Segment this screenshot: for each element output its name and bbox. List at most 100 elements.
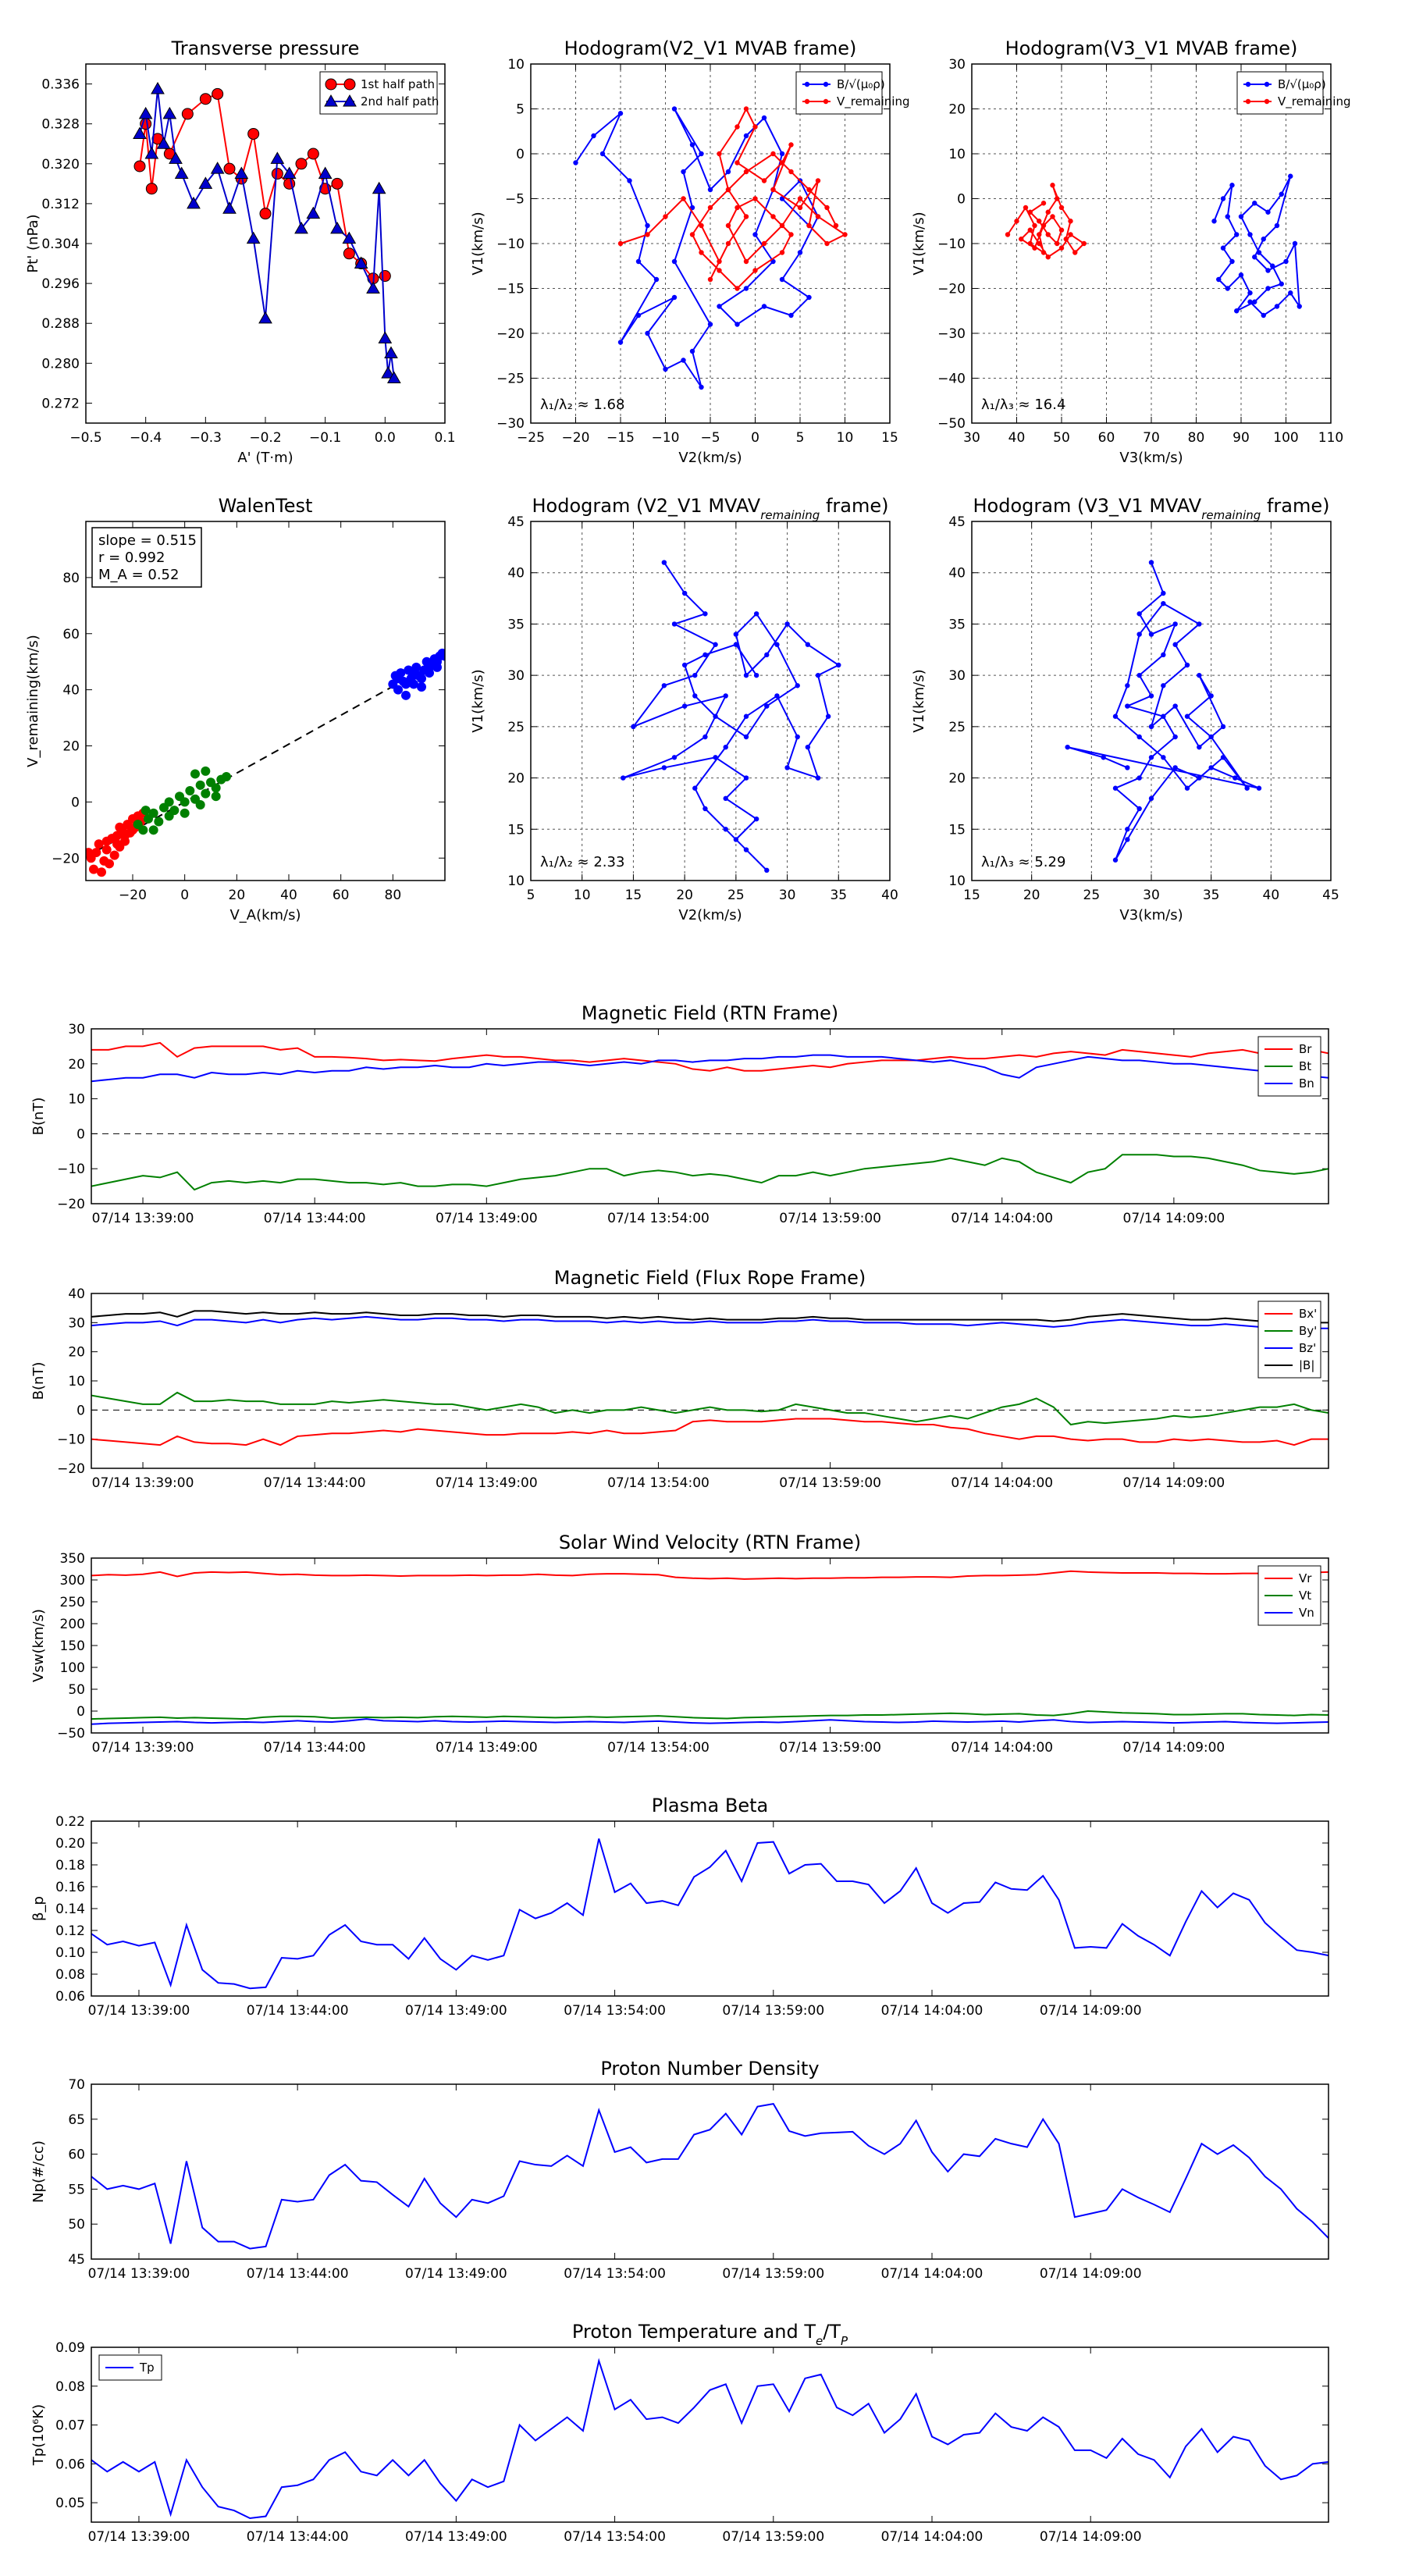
data-point — [713, 713, 718, 719]
legend: Bx' By' Bz' |B| — [1257, 1300, 1321, 1379]
y-tick-label: 0.312 — [41, 197, 80, 212]
x-tick-label: 60 — [1098, 430, 1115, 446]
scatter-point — [109, 850, 119, 860]
data-point — [1172, 642, 1178, 647]
title-middle: /T — [823, 2321, 841, 2343]
data-point — [1184, 713, 1190, 719]
data-point — [1037, 219, 1042, 224]
data-point — [1283, 258, 1289, 265]
data-point — [753, 611, 759, 617]
y-axis-label: Np(#/cc) — [30, 2140, 47, 2203]
data-point — [1161, 713, 1166, 719]
y-tick-label: 0 — [76, 1704, 85, 1720]
series-line-2nd half path — [139, 88, 395, 379]
series-line-Bt — [91, 1154, 1329, 1191]
y-tick-label: 100 — [60, 1660, 85, 1676]
y-tick-label: −10 — [937, 237, 966, 252]
data-point — [621, 775, 626, 781]
data-point — [631, 724, 636, 730]
data-point — [1232, 775, 1238, 781]
data-point — [1220, 196, 1226, 201]
plot-frame — [91, 1293, 1329, 1469]
scatter-point — [120, 831, 130, 841]
data-point — [1244, 785, 1250, 791]
data-point — [1265, 209, 1271, 215]
data-point — [591, 133, 596, 139]
y-tick-label: 5 — [516, 102, 525, 118]
scatter-point — [94, 839, 104, 849]
y-tick-label: 0.06 — [55, 1989, 85, 2005]
data-point — [1148, 632, 1154, 637]
title-subscript: P — [841, 2334, 848, 2348]
data-point — [1148, 755, 1154, 760]
legend: Tp — [98, 2354, 162, 2381]
x-tick-label: 07/14 13:49:00 — [436, 1211, 538, 1226]
data-point — [246, 231, 261, 244]
stats-box — [91, 527, 202, 588]
data-point — [1247, 299, 1253, 304]
data-point — [815, 214, 821, 219]
x-tick-label: 07/14 13:54:00 — [607, 1740, 710, 1756]
data-point — [1045, 209, 1051, 215]
legend-box — [1236, 71, 1324, 115]
chart-solar-wind-velocity: Solar Wind Velocity (RTN Frame) 07/14 13:… — [30, 1532, 1329, 1756]
legend-label: |B| — [1299, 1358, 1314, 1372]
data-point — [1172, 703, 1178, 709]
y-tick-label: 80 — [62, 571, 80, 586]
legend-box — [319, 71, 438, 115]
data-point — [717, 304, 722, 309]
data-point — [1065, 744, 1070, 750]
data-point — [707, 322, 713, 327]
data-point — [174, 166, 189, 180]
data-point — [1247, 232, 1253, 237]
y-tick-label: 0 — [516, 147, 525, 162]
x-tick-label: 07/14 13:59:00 — [779, 1211, 881, 1226]
x-tick-label: 07/14 14:04:00 — [951, 1740, 1053, 1756]
data-point — [735, 205, 740, 211]
data-point — [1005, 232, 1011, 237]
data-point — [1037, 240, 1042, 247]
data-point — [671, 755, 678, 760]
data-point — [234, 166, 249, 180]
data-point — [1292, 240, 1298, 247]
x-tick-label: 40 — [881, 888, 898, 903]
data-point — [692, 693, 698, 699]
scatter-point — [432, 656, 442, 667]
data-point — [833, 222, 839, 229]
y-tick-label: 0.272 — [41, 396, 80, 411]
x-tick-label: 20 — [676, 888, 693, 903]
legend-label: B/√(μ₀ρ) — [837, 77, 885, 91]
scatter-point — [401, 690, 411, 700]
y-tick-label: −20 — [937, 282, 966, 297]
y-tick-label: 35 — [948, 617, 966, 632]
y-tick-label: −20 — [57, 1461, 85, 1477]
data-point — [774, 693, 780, 699]
data-point — [692, 785, 698, 791]
data-point — [372, 181, 386, 194]
data-point — [681, 169, 686, 175]
data-point — [689, 348, 695, 354]
data-point — [342, 231, 357, 244]
data-point — [815, 672, 821, 678]
legend-label: Bn — [1299, 1076, 1314, 1091]
scatter-point — [195, 799, 205, 809]
data-point — [717, 268, 722, 273]
legend: B/√(μ₀ρ) V_remaining — [1236, 71, 1351, 115]
legend-label: 1st half path — [361, 77, 435, 91]
y-tick-label: −40 — [937, 372, 966, 387]
y-tick-label: 45 — [948, 514, 966, 530]
stats-line: slope = 0.515 — [98, 532, 197, 549]
y-tick-label: 150 — [60, 1638, 85, 1654]
data-point — [661, 560, 667, 565]
data-point — [725, 169, 731, 175]
title-main: Hodogram(V3_V1 MVAB frame) — [1005, 37, 1298, 59]
series-line-Vn — [91, 1718, 1329, 1725]
data-point — [770, 151, 776, 157]
data-point — [1050, 214, 1055, 219]
data-point — [743, 734, 749, 740]
data-point — [1136, 734, 1142, 740]
data-point — [1279, 191, 1284, 197]
data-point — [645, 222, 650, 229]
chart-title: Plasma Beta — [652, 1795, 768, 1816]
